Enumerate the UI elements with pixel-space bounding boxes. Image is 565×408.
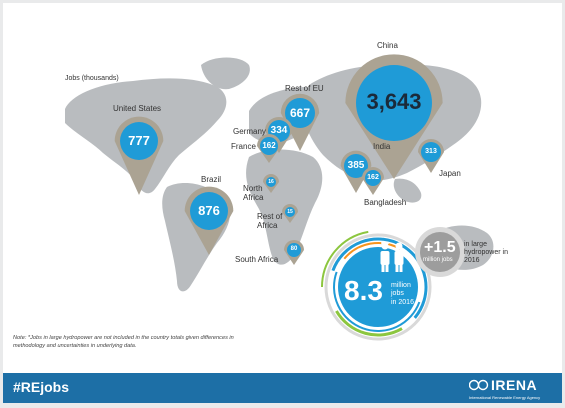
marker-value-germany: 334: [270, 124, 288, 136]
infographic-card: Jobs (thousands) China United States Bra…: [3, 3, 562, 403]
label-brazil: Brazil: [201, 175, 222, 184]
marker-france[interactable]: [260, 137, 278, 155]
marker-value-france: 162: [262, 141, 276, 151]
total-period: in 2016: [391, 299, 414, 306]
org-full-name: International Renewable Energy Agency: [469, 395, 541, 400]
marker-rest-of-africa[interactable]: [285, 207, 295, 217]
marker-value-rest-of-africa: 15: [287, 208, 293, 215]
label-germany: Germany: [233, 127, 266, 136]
marker-value-japan: 313: [425, 147, 437, 155]
marker-value-rest-of-eu: 667: [289, 105, 311, 120]
marker-value-south-africa: 80: [290, 246, 298, 253]
world-map: [65, 54, 494, 341]
marker-value-china: 3,643: [366, 89, 422, 115]
greenland-shape: [201, 57, 250, 90]
label-rest-of-eu: Rest of EU: [285, 84, 324, 93]
label-japan: Japan: [439, 169, 461, 178]
hydro-note: in large hydropower in 2016: [464, 241, 508, 264]
irena-logo-icon: [469, 379, 489, 391]
total-value: 8.3: [344, 275, 383, 306]
marker-india[interactable]: [344, 154, 368, 178]
marker-south-africa[interactable]: [287, 243, 301, 257]
hydro-unit: million jobs: [423, 257, 453, 263]
ring-arc: [324, 233, 432, 341]
marker-japan[interactable]: [421, 142, 441, 162]
hydro-circle: [420, 232, 460, 272]
label-united-states: United States: [113, 104, 162, 113]
southeast-asia-shape: [393, 178, 422, 203]
label-france: France: [231, 142, 256, 151]
footnote: Note: *Jobs in large hydropower are not …: [13, 335, 234, 349]
label-south-africa: South Africa: [235, 255, 279, 264]
hydro-value: +1.5: [424, 239, 456, 256]
workers-icon: [380, 242, 404, 272]
marker-value-bangladesh: 162: [367, 173, 379, 181]
marker-brazil[interactable]: [190, 192, 228, 230]
hashtag[interactable]: #REjobs: [13, 379, 70, 395]
marker-china[interactable]: [356, 65, 432, 141]
marker-value-united-states: 777: [128, 132, 150, 148]
marker-united-states[interactable]: [120, 122, 158, 160]
total-unit: million jobs: [391, 282, 411, 297]
ring-arc: [335, 310, 403, 337]
marker-bangladesh[interactable]: [365, 170, 381, 186]
ring-arc: [333, 271, 421, 332]
marker-north-africa[interactable]: [266, 177, 276, 187]
legend-label: Jobs (thousands): [65, 75, 119, 82]
marker-value-india: 385: [347, 159, 365, 171]
label-rest-of-africa: Rest of Africa: [257, 212, 283, 230]
ring-arc: [343, 242, 401, 260]
org-name: IRENA: [491, 377, 538, 393]
marker-value-brazil: 876: [198, 202, 220, 218]
label-bangladesh: Bangladesh: [364, 198, 407, 207]
pins: [114, 54, 444, 265]
marker-rest-of-eu[interactable]: [285, 98, 315, 128]
label-china: China: [377, 41, 398, 50]
label-north-africa: North Africa: [243, 184, 264, 202]
marker-value-north-africa: 16: [268, 178, 274, 185]
footer-bar: #REjobs IRENA International Renewable En…: [3, 373, 562, 403]
ring-arc: [321, 230, 369, 288]
label-india: India: [373, 142, 391, 151]
